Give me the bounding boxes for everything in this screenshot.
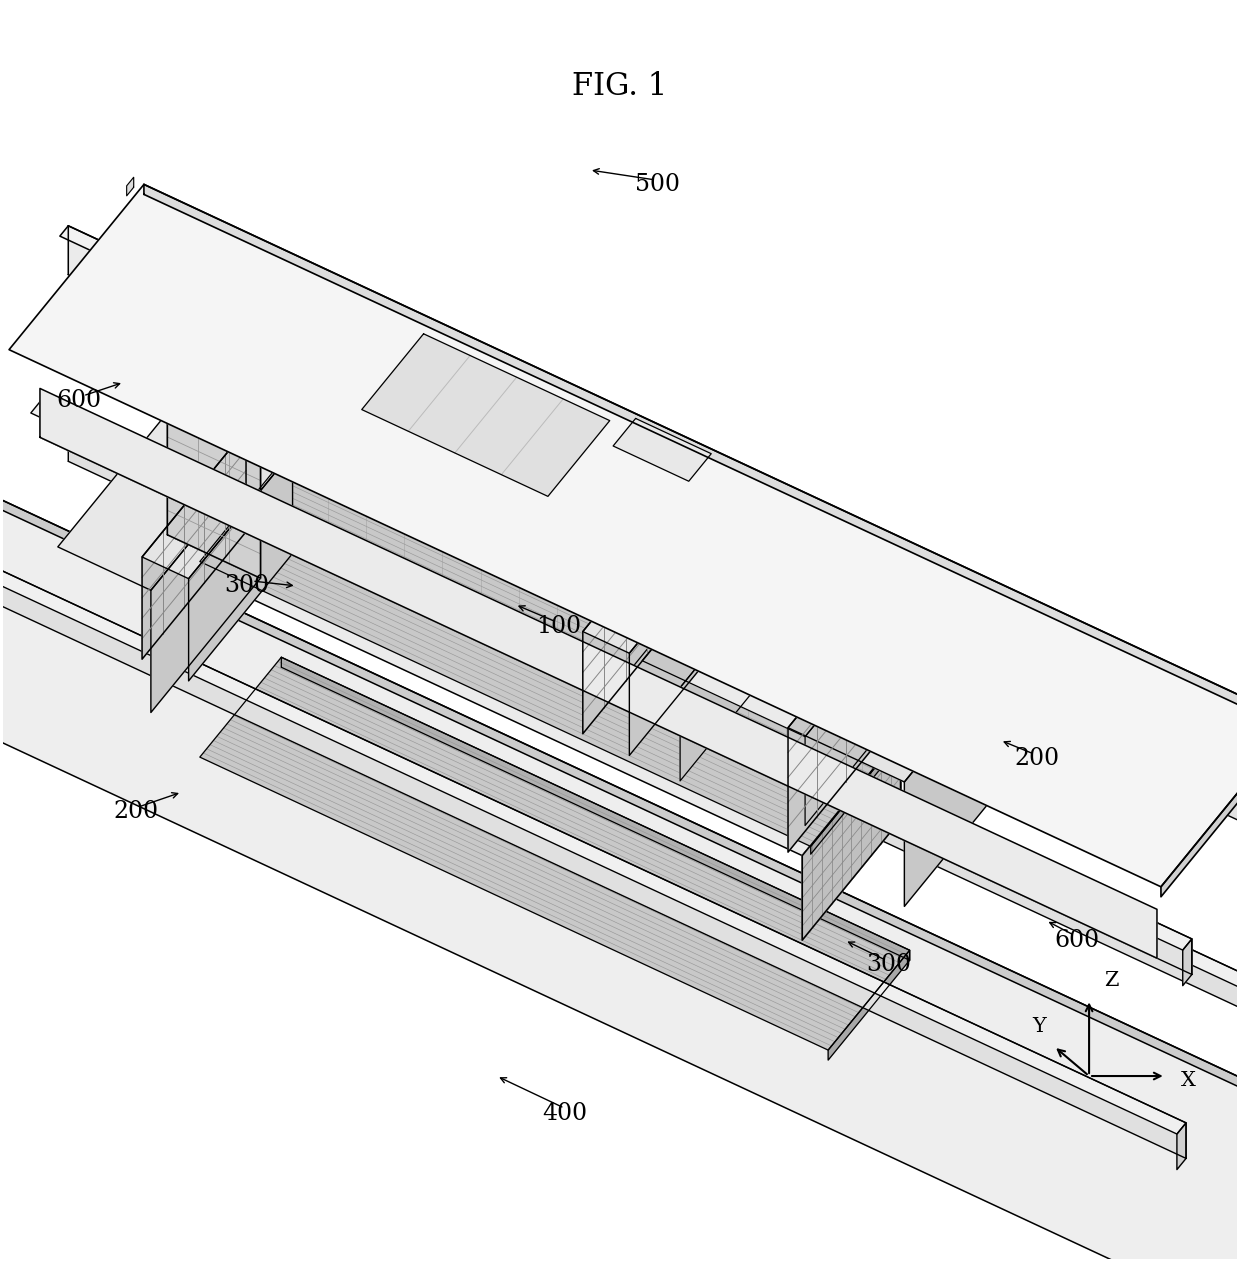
Polygon shape	[1183, 939, 1192, 985]
Text: Y: Y	[1032, 1017, 1047, 1037]
Text: 300: 300	[224, 575, 269, 598]
Polygon shape	[58, 413, 260, 590]
Polygon shape	[151, 455, 260, 712]
Polygon shape	[290, 450, 900, 820]
Polygon shape	[583, 500, 689, 734]
Polygon shape	[789, 586, 1019, 781]
Polygon shape	[583, 500, 737, 653]
Text: 600: 600	[57, 389, 102, 412]
Polygon shape	[281, 657, 910, 960]
Polygon shape	[630, 522, 737, 756]
Polygon shape	[135, 275, 1240, 822]
Polygon shape	[904, 640, 1019, 906]
Polygon shape	[735, 541, 781, 657]
Polygon shape	[740, 540, 904, 706]
Text: 600: 600	[1054, 929, 1100, 952]
Polygon shape	[0, 500, 1240, 1283]
Polygon shape	[144, 275, 1240, 847]
Polygon shape	[811, 747, 893, 854]
Polygon shape	[281, 462, 893, 754]
Text: 400: 400	[542, 1102, 587, 1125]
Polygon shape	[68, 226, 1220, 812]
Text: 500: 500	[635, 173, 680, 196]
Polygon shape	[0, 553, 1185, 1134]
Polygon shape	[68, 426, 1240, 1032]
Polygon shape	[642, 540, 904, 736]
Polygon shape	[200, 462, 893, 847]
Polygon shape	[290, 335, 708, 618]
Polygon shape	[740, 540, 904, 706]
Polygon shape	[0, 553, 1185, 1159]
Polygon shape	[167, 413, 260, 579]
Polygon shape	[9, 185, 1240, 887]
Polygon shape	[290, 450, 900, 820]
Polygon shape	[188, 452, 293, 681]
Text: 300: 300	[867, 953, 911, 976]
Text: 200: 200	[1014, 747, 1060, 770]
Polygon shape	[60, 226, 1220, 774]
Polygon shape	[40, 389, 1157, 958]
Polygon shape	[1161, 721, 1240, 897]
Polygon shape	[805, 616, 904, 825]
Text: 100: 100	[536, 615, 580, 638]
Text: 200: 200	[114, 801, 159, 824]
Polygon shape	[143, 430, 246, 659]
Polygon shape	[191, 450, 290, 656]
Text: Z: Z	[1104, 971, 1118, 989]
Polygon shape	[1208, 1129, 1240, 1283]
Polygon shape	[40, 402, 1192, 975]
Polygon shape	[362, 334, 610, 497]
Polygon shape	[191, 450, 900, 856]
Polygon shape	[126, 177, 134, 196]
Polygon shape	[789, 586, 903, 852]
Polygon shape	[200, 657, 910, 1049]
Text: X: X	[1180, 1071, 1195, 1091]
Polygon shape	[31, 402, 1192, 951]
Polygon shape	[802, 735, 900, 940]
Text: FIG. 1: FIG. 1	[573, 71, 667, 103]
Polygon shape	[143, 430, 293, 579]
Polygon shape	[634, 541, 781, 688]
Polygon shape	[1177, 1123, 1185, 1170]
Polygon shape	[828, 951, 910, 1060]
Polygon shape	[680, 563, 781, 781]
Polygon shape	[613, 418, 712, 481]
Polygon shape	[60, 426, 1240, 1007]
Polygon shape	[1, 500, 1240, 1139]
Polygon shape	[802, 735, 900, 940]
Polygon shape	[167, 413, 260, 579]
Polygon shape	[144, 185, 1240, 731]
